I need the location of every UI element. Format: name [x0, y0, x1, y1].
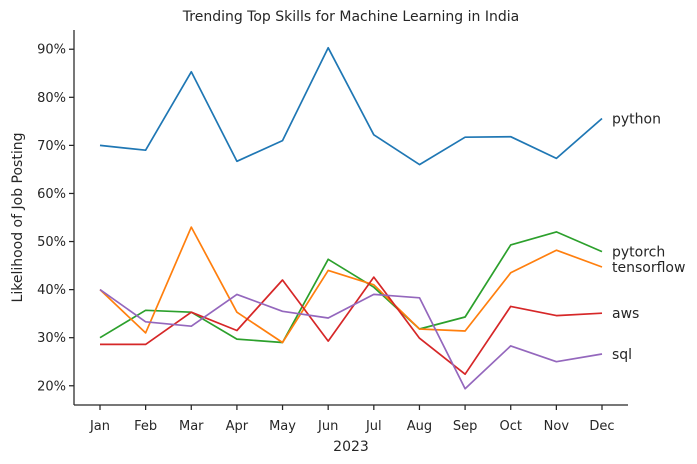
- y-axis-label: Likelihood of Job Posting: [10, 133, 26, 303]
- y-tick-label: 40%: [37, 283, 66, 298]
- chart-title: Trending Top Skills for Machine Learning…: [182, 9, 519, 25]
- x-tick-label: Jun: [317, 419, 338, 434]
- y-axis-ticks: 20% 30% 40% 50% 60% 70% 80% 90%: [37, 43, 74, 394]
- series-label-python: python: [612, 111, 661, 127]
- y-tick-label: 30%: [37, 331, 66, 346]
- y-tick-label: 50%: [37, 235, 66, 250]
- series-line-sql: [99, 288, 603, 390]
- y-tick-label: 60%: [37, 187, 66, 202]
- x-tick-label: Mar: [179, 419, 204, 434]
- x-tick-label: Apr: [226, 419, 249, 434]
- x-tick-label: Aug: [407, 419, 432, 434]
- x-tick-label: Sep: [453, 419, 478, 434]
- x-tick-label: Jan: [89, 419, 110, 434]
- x-axis-label: 2023: [333, 439, 369, 455]
- x-tick-label: Nov: [544, 419, 570, 434]
- series-label-tensorflow: tensorflow: [612, 260, 685, 276]
- y-tick-label: 90%: [37, 43, 66, 58]
- x-tick-label: Feb: [134, 419, 157, 434]
- x-tick-label: Jul: [365, 419, 382, 434]
- y-tick-label: 80%: [37, 91, 66, 106]
- series-line-pytorch: [99, 231, 603, 344]
- series-label-pytorch: pytorch: [612, 245, 665, 261]
- series-label-aws: aws: [612, 306, 639, 322]
- series-line-python: [99, 46, 603, 166]
- series-label-sql: sql: [612, 347, 632, 363]
- x-tick-label: May: [269, 419, 296, 434]
- y-tick-label: 70%: [37, 139, 66, 154]
- series-line-aws: [100, 276, 603, 376]
- series-lines: [99, 46, 603, 390]
- y-tick-label: 20%: [37, 379, 66, 394]
- x-tick-label: Oct: [499, 419, 521, 434]
- series-line-tensorflow: [99, 226, 603, 344]
- x-tick-label: Dec: [589, 419, 614, 434]
- x-axis-ticks: Jan Feb Mar Apr May Jun Jul Aug Sep Oct Nov Dec: [89, 405, 615, 434]
